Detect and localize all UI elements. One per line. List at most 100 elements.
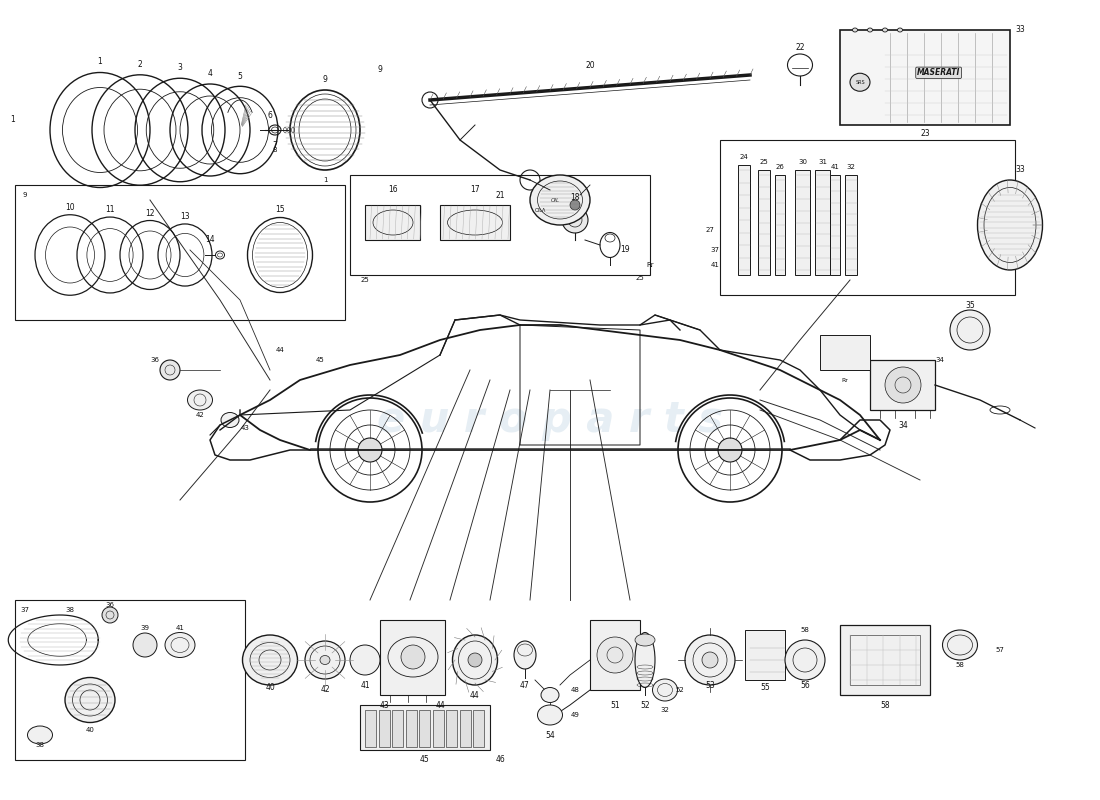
Circle shape <box>950 310 990 350</box>
Text: 42: 42 <box>196 412 205 418</box>
Text: 24: 24 <box>739 154 748 160</box>
Text: 42: 42 <box>320 686 330 694</box>
Text: 20: 20 <box>585 61 595 70</box>
Bar <box>840 30 1010 125</box>
Ellipse shape <box>28 726 53 744</box>
Text: 21: 21 <box>495 190 505 199</box>
Text: 14: 14 <box>206 235 214 245</box>
Text: OIL: OIL <box>550 198 560 202</box>
Text: 27: 27 <box>705 227 714 233</box>
Text: OILΛ: OILΛ <box>535 207 546 213</box>
Bar <box>15 185 345 320</box>
Circle shape <box>133 633 157 657</box>
Bar <box>460 710 471 747</box>
Bar <box>360 705 490 750</box>
Bar <box>738 165 750 275</box>
Bar <box>432 710 443 747</box>
Ellipse shape <box>541 687 559 702</box>
Text: 1: 1 <box>322 177 328 183</box>
Bar <box>590 620 640 690</box>
Text: 5: 5 <box>238 72 242 81</box>
Ellipse shape <box>305 641 345 679</box>
Text: 46: 46 <box>495 755 505 765</box>
Bar <box>870 360 935 410</box>
Text: 51: 51 <box>610 701 619 710</box>
Bar <box>15 600 245 760</box>
Bar <box>840 625 929 695</box>
Circle shape <box>597 637 632 673</box>
Text: 45: 45 <box>316 357 324 363</box>
Text: 30: 30 <box>798 159 807 165</box>
Text: 4: 4 <box>208 70 212 78</box>
Text: 9: 9 <box>377 66 383 74</box>
Text: 54: 54 <box>546 730 554 739</box>
Text: 55: 55 <box>760 683 770 693</box>
Ellipse shape <box>882 28 888 32</box>
Ellipse shape <box>538 705 562 725</box>
Ellipse shape <box>635 633 654 687</box>
Ellipse shape <box>221 413 239 427</box>
Text: 40: 40 <box>265 683 275 693</box>
Bar <box>378 710 389 747</box>
Bar <box>758 170 770 275</box>
Circle shape <box>160 360 180 380</box>
Text: 9: 9 <box>23 192 28 198</box>
Text: 41: 41 <box>176 625 185 631</box>
Circle shape <box>468 653 482 667</box>
Text: 52: 52 <box>675 687 684 693</box>
Text: 56: 56 <box>800 681 810 690</box>
Ellipse shape <box>898 28 902 32</box>
Text: 39: 39 <box>141 625 150 631</box>
Text: 53: 53 <box>705 681 715 690</box>
Text: 32: 32 <box>661 707 670 713</box>
Ellipse shape <box>514 641 536 669</box>
Text: 58: 58 <box>880 701 890 710</box>
Ellipse shape <box>242 635 297 685</box>
Text: 41: 41 <box>830 164 839 170</box>
Text: 9: 9 <box>322 75 328 85</box>
Ellipse shape <box>850 74 870 91</box>
Bar <box>720 140 1015 295</box>
Text: 45: 45 <box>420 755 430 765</box>
Text: 3: 3 <box>177 63 183 73</box>
Circle shape <box>570 200 580 210</box>
Text: 33: 33 <box>1015 166 1025 174</box>
Ellipse shape <box>165 633 195 658</box>
Bar <box>379 620 446 695</box>
Text: 2: 2 <box>138 60 142 69</box>
Text: 58: 58 <box>956 662 965 668</box>
Text: 37: 37 <box>711 247 719 253</box>
Text: e u r o p a r t s: e u r o p a r t s <box>377 399 723 441</box>
Text: 1: 1 <box>10 115 14 125</box>
Bar <box>815 170 830 275</box>
Bar <box>365 710 376 747</box>
Text: 12: 12 <box>145 209 155 218</box>
Text: SRS: SRS <box>855 80 865 85</box>
Text: 38: 38 <box>66 607 75 613</box>
Text: 18: 18 <box>570 194 580 202</box>
Text: 1: 1 <box>98 58 102 66</box>
Bar <box>830 175 840 275</box>
Text: 8: 8 <box>273 147 277 153</box>
Bar <box>406 710 417 747</box>
Ellipse shape <box>868 28 872 32</box>
Text: 35: 35 <box>965 301 975 310</box>
Text: 32: 32 <box>847 164 856 170</box>
Text: 40: 40 <box>86 727 95 733</box>
Text: 23: 23 <box>921 129 929 138</box>
Bar <box>776 175 785 275</box>
Text: 44: 44 <box>436 701 444 710</box>
Text: 47: 47 <box>520 681 530 690</box>
Bar <box>473 710 484 747</box>
Bar <box>392 710 403 747</box>
Text: 52: 52 <box>640 701 650 710</box>
Ellipse shape <box>65 678 116 722</box>
Bar <box>820 335 870 370</box>
Ellipse shape <box>187 390 212 410</box>
Text: 25: 25 <box>636 275 645 281</box>
Text: 33: 33 <box>1015 26 1025 34</box>
Text: 26: 26 <box>776 164 784 170</box>
Text: 36: 36 <box>151 357 160 363</box>
Ellipse shape <box>943 630 978 660</box>
Text: 44: 44 <box>470 690 480 699</box>
